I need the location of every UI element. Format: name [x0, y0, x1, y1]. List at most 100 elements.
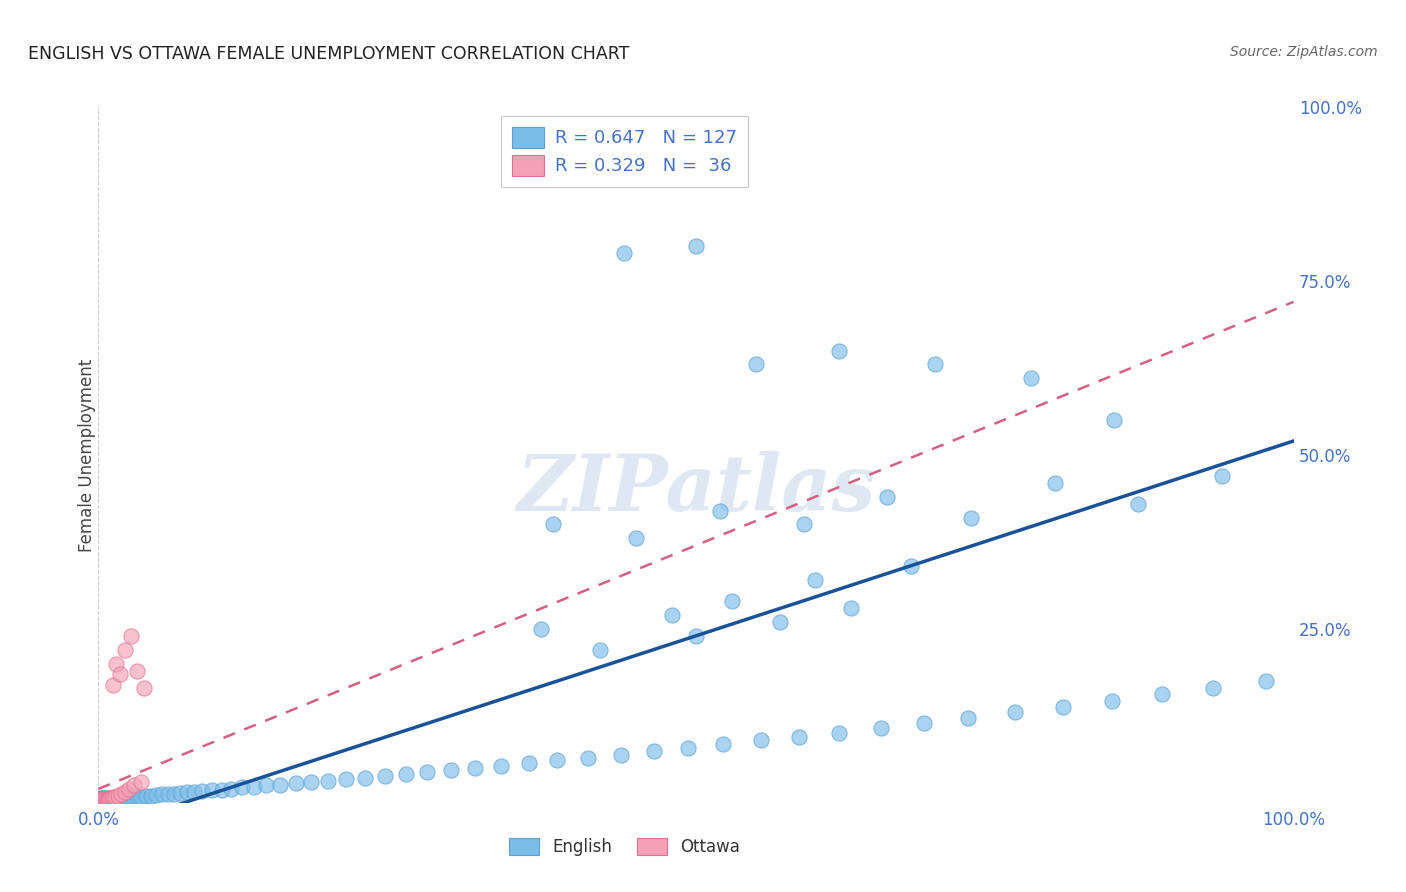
Point — [131, 775, 153, 789]
Point — [440, 763, 463, 777]
Point — [191, 784, 214, 798]
Point — [354, 771, 377, 785]
Point — [91, 792, 114, 806]
Point — [841, 601, 863, 615]
Point — [132, 681, 155, 695]
Point — [1152, 687, 1174, 701]
Point — [110, 791, 132, 805]
Point — [90, 791, 112, 805]
Point — [150, 788, 173, 802]
Point — [284, 776, 307, 790]
Point — [804, 573, 827, 587]
Point — [90, 793, 112, 807]
Point — [1101, 693, 1123, 707]
Text: Source: ZipAtlas.com: Source: ZipAtlas.com — [1230, 45, 1378, 59]
Point — [107, 789, 129, 803]
Point — [98, 791, 122, 805]
Point — [176, 785, 198, 799]
Point — [90, 794, 112, 808]
Point — [91, 792, 114, 806]
Point — [105, 657, 128, 671]
Point — [89, 792, 111, 806]
Point — [1254, 674, 1277, 689]
Point — [93, 791, 115, 805]
Point — [97, 791, 120, 805]
Point — [91, 791, 114, 805]
Point — [96, 792, 118, 806]
Point — [90, 792, 112, 806]
Point — [876, 490, 898, 504]
Point — [108, 791, 131, 805]
Point — [231, 780, 253, 795]
Point — [335, 772, 357, 786]
Point — [183, 785, 205, 799]
Point — [139, 789, 162, 803]
Point — [316, 773, 339, 788]
Text: ENGLISH VS OTTAWA FEMALE UNEMPLOYMENT CORRELATION CHART: ENGLISH VS OTTAWA FEMALE UNEMPLOYMENT CO… — [28, 45, 630, 62]
Point — [924, 358, 946, 372]
Point — [89, 794, 111, 808]
Point — [98, 791, 121, 805]
Point — [374, 769, 396, 783]
Point — [269, 778, 291, 792]
Point — [107, 791, 129, 805]
Point — [90, 793, 112, 807]
Point — [713, 737, 735, 751]
Point — [124, 790, 146, 805]
Point — [91, 791, 114, 805]
Point — [108, 667, 131, 681]
Point — [90, 791, 112, 805]
Point — [745, 358, 768, 372]
Point — [91, 793, 114, 807]
Point — [530, 622, 553, 636]
Point — [89, 792, 111, 806]
Point — [546, 753, 568, 767]
Point — [93, 791, 115, 805]
Point — [107, 791, 129, 805]
Point — [90, 794, 112, 808]
Point — [91, 794, 114, 808]
Point — [211, 782, 233, 797]
Point — [120, 629, 142, 643]
Point — [517, 756, 540, 771]
Point — [91, 791, 114, 805]
Point — [89, 791, 111, 805]
Point — [94, 791, 117, 805]
Point — [91, 794, 114, 808]
Point — [1052, 699, 1074, 714]
Point — [93, 792, 115, 806]
Point — [870, 721, 893, 735]
Point — [111, 791, 134, 805]
Point — [685, 239, 707, 253]
Point — [787, 730, 810, 744]
Point — [127, 789, 149, 804]
Point — [91, 794, 114, 808]
Point — [91, 792, 114, 806]
Point — [793, 517, 815, 532]
Point — [828, 725, 851, 739]
Point — [416, 765, 439, 780]
Point — [93, 794, 115, 808]
Point — [100, 792, 122, 806]
Point — [90, 794, 112, 808]
Point — [145, 788, 167, 802]
Point — [91, 794, 114, 808]
Point — [900, 559, 922, 574]
Point — [721, 594, 744, 608]
Point — [89, 794, 111, 808]
Point — [578, 750, 600, 764]
Point — [96, 792, 118, 806]
Point — [101, 792, 124, 806]
Point — [243, 780, 266, 794]
Point — [124, 778, 146, 793]
Point — [90, 791, 112, 805]
Point — [101, 790, 124, 805]
Point — [91, 793, 114, 807]
Point — [94, 793, 117, 807]
Point — [135, 789, 157, 803]
Point — [957, 711, 980, 725]
Point — [118, 781, 141, 796]
Point — [613, 246, 636, 260]
Point — [394, 767, 416, 781]
Point — [101, 677, 124, 691]
